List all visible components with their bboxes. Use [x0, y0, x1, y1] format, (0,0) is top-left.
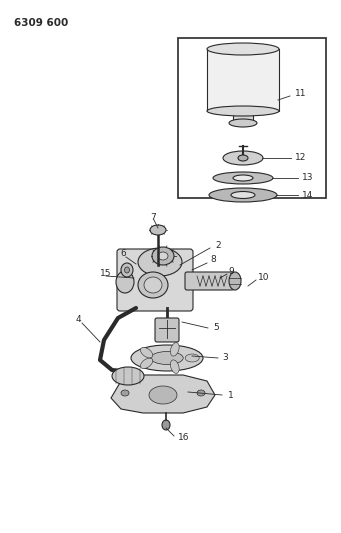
Polygon shape — [111, 375, 215, 413]
Ellipse shape — [207, 43, 279, 55]
Ellipse shape — [140, 348, 153, 358]
Text: 8: 8 — [210, 255, 216, 264]
Ellipse shape — [207, 106, 279, 116]
Ellipse shape — [112, 367, 144, 385]
Ellipse shape — [229, 272, 241, 290]
Text: 9: 9 — [228, 268, 234, 277]
Ellipse shape — [138, 248, 182, 276]
Text: 14: 14 — [302, 190, 313, 199]
Ellipse shape — [158, 252, 168, 260]
Text: 2: 2 — [215, 240, 221, 249]
Text: 1: 1 — [228, 391, 234, 400]
Text: 6309 600: 6309 600 — [14, 18, 68, 28]
FancyBboxPatch shape — [117, 249, 193, 311]
Text: 11: 11 — [295, 90, 307, 99]
Ellipse shape — [124, 267, 130, 273]
Bar — [178, 38, 326, 198]
Ellipse shape — [170, 360, 179, 374]
Ellipse shape — [144, 277, 162, 293]
Ellipse shape — [151, 351, 183, 365]
Ellipse shape — [150, 225, 166, 235]
Ellipse shape — [152, 247, 174, 265]
Text: 16: 16 — [178, 433, 190, 442]
Text: 13: 13 — [302, 174, 313, 182]
Ellipse shape — [223, 151, 263, 165]
Ellipse shape — [131, 345, 203, 371]
Ellipse shape — [213, 172, 273, 184]
Ellipse shape — [233, 175, 253, 181]
Ellipse shape — [238, 155, 248, 161]
Ellipse shape — [121, 263, 133, 277]
FancyBboxPatch shape — [155, 318, 179, 342]
FancyBboxPatch shape — [207, 49, 279, 111]
Ellipse shape — [149, 386, 177, 404]
Ellipse shape — [185, 354, 199, 362]
Ellipse shape — [170, 343, 179, 356]
Text: 6: 6 — [120, 249, 126, 259]
Text: 4: 4 — [76, 316, 81, 325]
Ellipse shape — [116, 271, 134, 293]
Ellipse shape — [138, 272, 168, 298]
Ellipse shape — [197, 390, 205, 396]
Ellipse shape — [229, 119, 257, 127]
Ellipse shape — [209, 188, 277, 202]
Text: 7: 7 — [150, 214, 156, 222]
Text: 12: 12 — [295, 154, 306, 163]
FancyBboxPatch shape — [185, 272, 234, 290]
Text: 5: 5 — [213, 324, 219, 333]
Text: 3: 3 — [222, 353, 228, 362]
Ellipse shape — [140, 358, 153, 369]
FancyBboxPatch shape — [233, 111, 253, 123]
Ellipse shape — [121, 390, 129, 396]
Text: 15: 15 — [100, 270, 112, 279]
Ellipse shape — [231, 191, 255, 198]
Ellipse shape — [162, 420, 170, 430]
Text: 10: 10 — [258, 273, 269, 282]
